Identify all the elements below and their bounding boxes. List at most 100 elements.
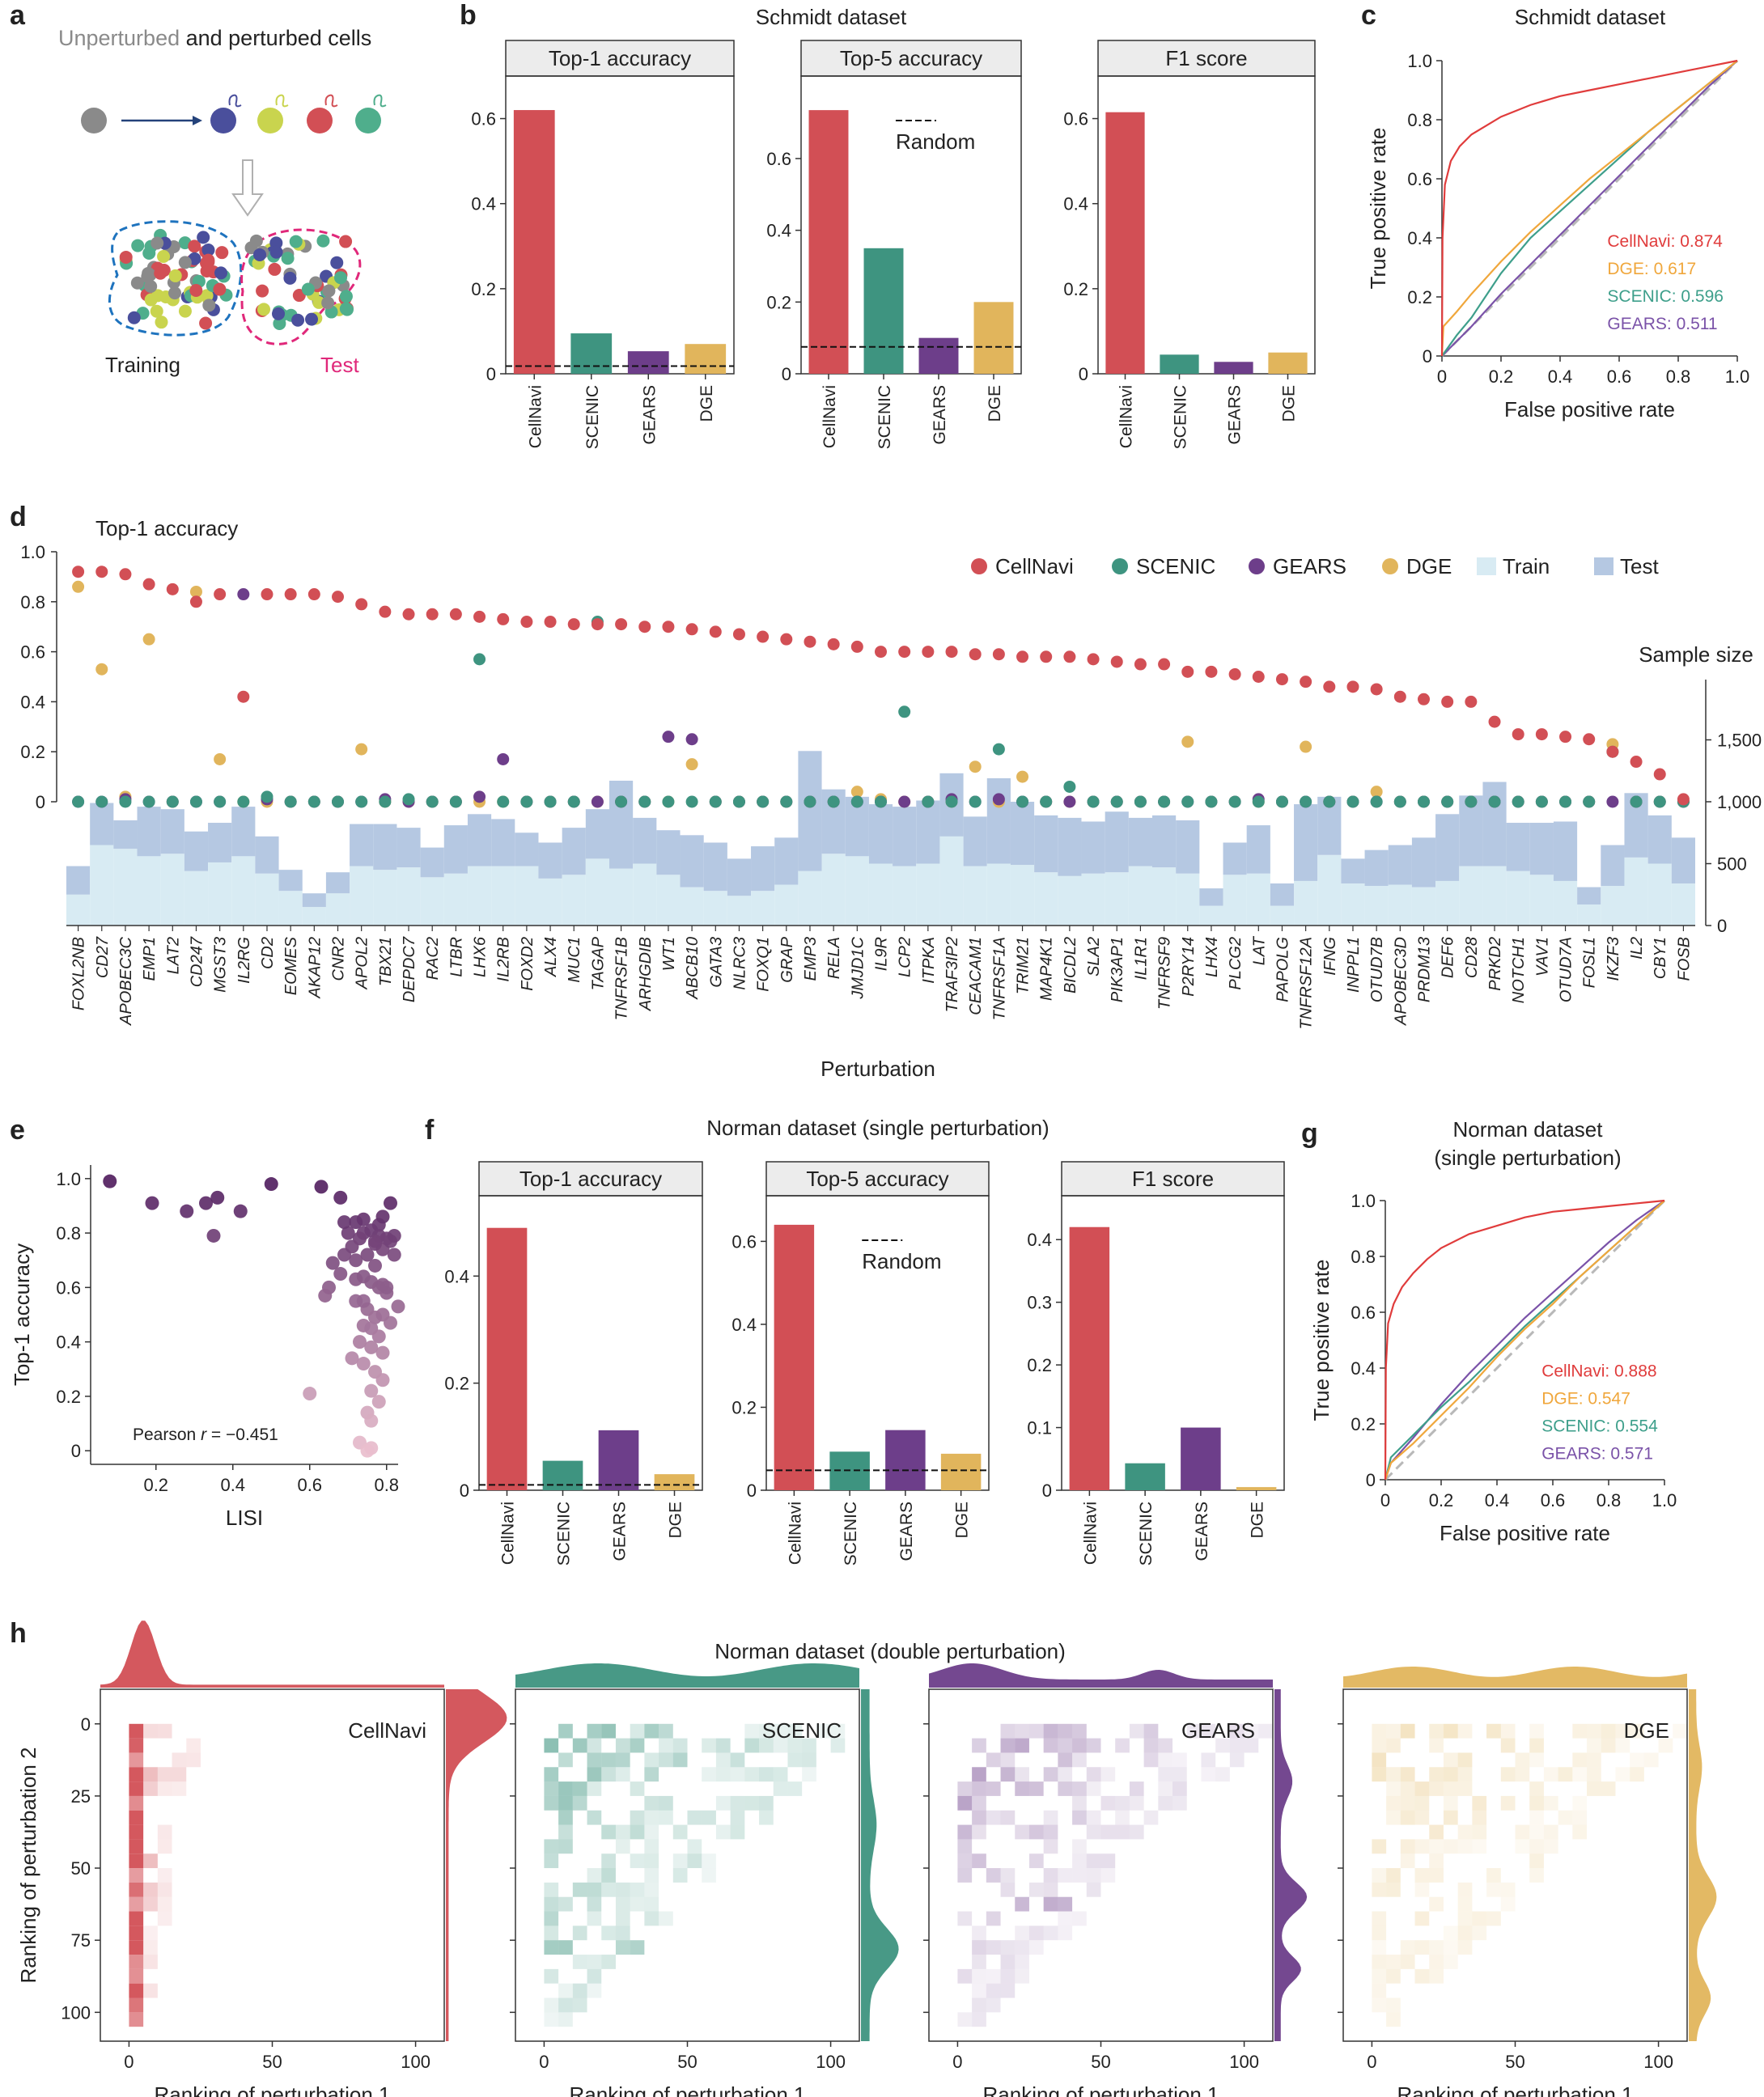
f1-bar-dge <box>654 1474 695 1490</box>
e-point <box>333 1190 348 1205</box>
h-dge-heat-cell <box>1543 1839 1558 1854</box>
h-dge-heat-cell <box>1443 1810 1458 1825</box>
h-cellnavi-ytick-label: 75 <box>71 1930 91 1951</box>
d-bar-train <box>443 873 468 926</box>
h-scenic-heat-cell <box>802 1752 816 1768</box>
d-gene-label: IKZF3 <box>1605 937 1622 981</box>
d-point-scenic <box>214 795 227 808</box>
h-gears-heat-cell <box>1100 1795 1116 1811</box>
h-gears-heat-cell <box>1115 1738 1130 1753</box>
h-dge-heat-cell <box>1386 1810 1401 1825</box>
h-scenic-heat-cell <box>659 1752 673 1768</box>
h-dge-heat-cell <box>1429 1968 1444 1984</box>
b1-xtick-label: DGE <box>698 385 716 422</box>
d-bar-test <box>208 823 232 862</box>
h-cellnavi-heat-cell <box>129 1968 144 1984</box>
h-gears-label: GEARS <box>1181 1718 1255 1743</box>
f1-ytick-label: 0.4 <box>444 1266 469 1286</box>
h-dge-heat-cell <box>1529 1853 1544 1869</box>
d-bar-train <box>1671 883 1695 926</box>
h-gears-heat-cell <box>1000 1810 1016 1825</box>
d-point-cellnavi <box>1158 658 1171 671</box>
d-legend-swatch-cellnavi <box>971 558 987 574</box>
c-xtick-label: 0.6 <box>1607 366 1632 387</box>
perturbed-cell <box>257 108 283 133</box>
h-cellnavi-heat-cell <box>129 1810 144 1825</box>
d-bar-test <box>137 807 161 857</box>
d-bar-test <box>1601 845 1625 887</box>
h-dge-heat-cell <box>1515 1767 1530 1782</box>
d-bar-test <box>1388 845 1412 885</box>
g-xtick-label: 0 <box>1380 1490 1390 1510</box>
h-gears-heat-cell <box>972 1968 986 1984</box>
e-point <box>356 1357 371 1371</box>
h-cellnavi-heat-cell <box>143 1723 158 1739</box>
d-point-gears <box>1063 795 1076 808</box>
h-dge-heat-cell <box>1472 1925 1487 1941</box>
d-bar-test <box>302 893 326 908</box>
d-point-scenic <box>732 795 745 808</box>
f3-title: F1 score <box>1132 1167 1214 1191</box>
training-cell-dot <box>144 293 158 307</box>
b1-frame <box>505 75 735 375</box>
training-label: Training <box>105 353 180 377</box>
d-point-scenic <box>449 795 462 808</box>
d-point-cellnavi <box>827 638 840 650</box>
d-gene-label: TNFRSF1A <box>990 937 1008 1020</box>
h-scenic-heat-cell <box>659 1795 673 1811</box>
h-scenic-heat-cell <box>687 1839 702 1854</box>
h-cellnavi-heat-cell <box>129 1723 144 1739</box>
d-point-scenic <box>567 795 580 808</box>
c-xtick-label: 0.8 <box>1666 366 1691 387</box>
d-bar-train <box>963 866 987 926</box>
h-cellnavi-heat-cell <box>129 1738 144 1753</box>
panel-label-e: e <box>10 1115 25 1146</box>
d-point-cellnavi <box>1087 653 1100 666</box>
training-cell-dot <box>201 253 215 267</box>
h-dge-heat-cell <box>1543 1767 1558 1782</box>
panel-label-f: f <box>425 1115 435 1146</box>
e-point <box>337 1215 351 1230</box>
h-gears-heat-cell <box>1000 1955 1016 1969</box>
h-cellnavi-heat-cell <box>157 1767 172 1782</box>
d-gene-label: CD27 <box>94 936 112 978</box>
h-gears-heat-cell <box>1129 1795 1144 1811</box>
h-dge-heat-cell <box>1558 1767 1573 1782</box>
h-gears-heat-cell <box>1058 1738 1073 1753</box>
e-point <box>375 1345 390 1360</box>
d-point-cellnavi <box>1275 673 1288 686</box>
h-gears-heat-cell <box>1000 1752 1016 1768</box>
d-point-dge <box>1300 740 1312 753</box>
h-scenic-heat-cell <box>558 1940 573 1955</box>
panel-b-bar-charts: Top-1 accuracy 0 0.2 0.4 0.6 CellNavi SCENIC GE… <box>471 40 1316 449</box>
e-point <box>364 1340 379 1354</box>
h-cellnavi-xtick-label: 50 <box>262 2052 282 2072</box>
test-cell-dot <box>301 282 315 296</box>
h-scenic-heat-cell <box>644 1882 659 1897</box>
e-point <box>356 1212 371 1226</box>
f2-xtick-label: DGE <box>953 1502 972 1539</box>
d-size-tick-label: 0 <box>1717 916 1727 936</box>
h-gears-heat-cell <box>1186 1723 1202 1739</box>
d-bar-test <box>491 819 515 866</box>
h-gears-heat-cell <box>1072 1781 1087 1796</box>
g-xlabel: False positive rate <box>1440 1521 1610 1545</box>
d-gene-label: TNFRSF9 <box>1156 937 1174 1010</box>
d-gene-label: PLCG2 <box>1227 937 1245 990</box>
training-cell-dot <box>188 239 201 253</box>
f3-xtick-label: DGE <box>1249 1502 1267 1539</box>
d-bar-test <box>609 780 634 869</box>
d-gene-label: PIK3AP1 <box>1109 937 1126 1002</box>
h-dge-heat-cell <box>1386 1738 1401 1753</box>
f2-legend-random-label: Random <box>862 1249 941 1273</box>
h-dge-heat-cell <box>1643 1752 1659 1768</box>
h-gears-heat-cell <box>986 1940 1001 1955</box>
d-point-cellnavi <box>332 591 344 604</box>
g-auc-gears: GEARS: 0.571 <box>1541 1444 1653 1463</box>
h-dge-heat-cell <box>1429 1839 1444 1854</box>
h-cellnavi-ytick-label: 0 <box>81 1714 91 1735</box>
h-gears-heat-cell <box>1058 1752 1073 1768</box>
b2-ytick-label: 0.2 <box>766 292 791 312</box>
d-point-scenic <box>1300 795 1312 808</box>
d-point-cellnavi <box>1228 667 1241 680</box>
